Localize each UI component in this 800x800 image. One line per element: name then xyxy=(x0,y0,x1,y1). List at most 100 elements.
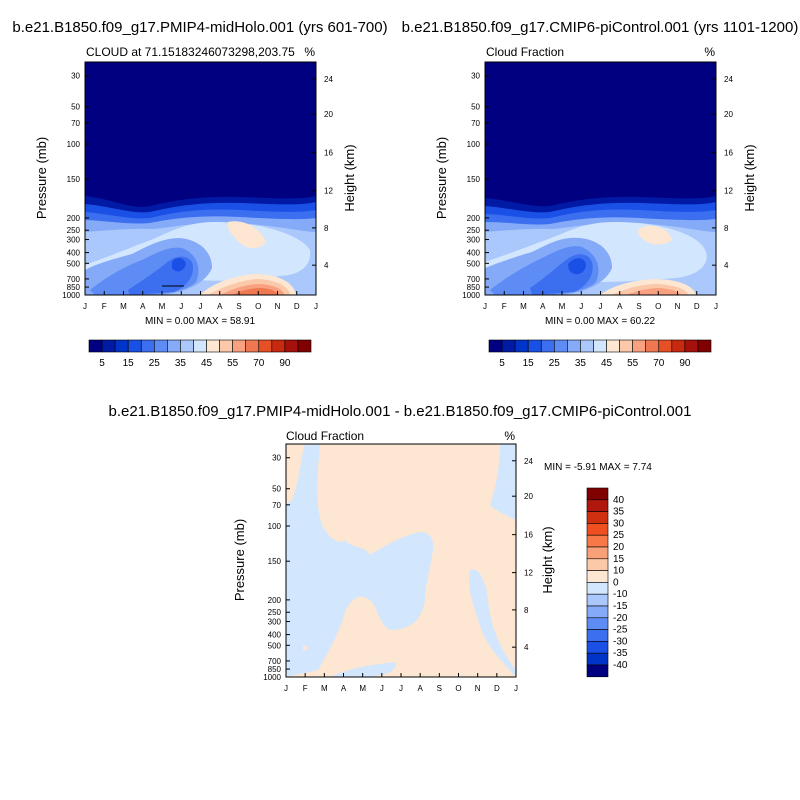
colorbar-swatch xyxy=(606,339,620,353)
panel-c-left-label: Cloud Fraction xyxy=(286,429,364,443)
pressure-tick-label: 400 xyxy=(467,249,481,258)
height-tick-label: 4 xyxy=(724,261,729,270)
colorbar-swatch xyxy=(586,570,609,583)
x-tick-label: D xyxy=(494,684,500,693)
colorbar-swatch xyxy=(167,339,181,353)
colorbar-label: 40 xyxy=(613,495,625,506)
height-tick-label: 4 xyxy=(324,261,329,270)
colorbar-swatch xyxy=(586,617,609,630)
colorbar-swatch xyxy=(632,339,647,353)
pressure-tick-label: 70 xyxy=(71,119,80,128)
x-tick-label: M xyxy=(520,302,527,311)
x-tick-label: O xyxy=(655,302,661,311)
pressure-tick-label: 1000 xyxy=(263,673,281,682)
colorbar-swatch xyxy=(127,339,142,353)
x-tick-label: J xyxy=(83,302,87,311)
height-tick-label: 16 xyxy=(724,149,733,158)
colorbar-swatch xyxy=(580,339,594,353)
panel-b-units: % xyxy=(704,45,715,59)
pressure-tick-label: 50 xyxy=(471,103,480,112)
x-tick-label: F xyxy=(102,302,107,311)
colorbar-swatch xyxy=(514,339,529,353)
pressure-tick-label: 150 xyxy=(67,175,81,184)
colorbar-swatch xyxy=(586,664,609,678)
x-tick-label: J xyxy=(314,302,318,311)
pressure-tick-label: 150 xyxy=(467,175,481,184)
colorbar-swatch xyxy=(593,339,607,353)
pressure-tick-label: 700 xyxy=(467,275,481,284)
colorbar-swatch xyxy=(619,339,633,353)
pressure-tick-label: 150 xyxy=(268,557,282,566)
x-tick-label: M xyxy=(559,302,566,311)
x-tick-label: J xyxy=(284,684,288,693)
x-tick-label: O xyxy=(255,302,261,311)
colorbar-swatch xyxy=(193,339,207,353)
colorbar-label: 15 xyxy=(523,358,535,369)
x-tick-label: A xyxy=(140,302,146,311)
panel-b-ylabel: Pressure (mb) xyxy=(434,137,449,219)
colorbar-swatch xyxy=(88,339,103,353)
colorbar-swatch xyxy=(180,339,194,353)
height-tick-label: 20 xyxy=(524,492,533,501)
x-tick-label: S xyxy=(236,302,241,311)
pressure-tick-label: 300 xyxy=(467,236,481,245)
colorbar-swatch xyxy=(586,487,609,501)
panel-b-contours xyxy=(485,62,716,295)
colorbar-label: 35 xyxy=(613,507,625,518)
colorbar-swatch xyxy=(586,641,609,654)
colorbar-label: -35 xyxy=(613,648,628,659)
pressure-tick-label: 50 xyxy=(272,485,281,494)
panel-b-left-label: Cloud Fraction xyxy=(486,45,564,59)
x-tick-label: J xyxy=(399,684,403,693)
colorbar-label: 25 xyxy=(149,358,161,369)
height-tick-label: 4 xyxy=(524,643,529,652)
x-tick-label: J xyxy=(483,302,487,311)
pressure-tick-label: 1000 xyxy=(462,291,480,300)
colorbar-label: -10 xyxy=(613,589,628,600)
colorbar-swatch xyxy=(586,523,609,536)
colorbar-label: 0 xyxy=(613,577,619,588)
pressure-tick-label: 250 xyxy=(67,226,81,235)
colorbar-label: 25 xyxy=(613,530,625,541)
colorbar-swatch xyxy=(567,339,581,353)
colorbar-label: -40 xyxy=(613,660,628,671)
colorbar-swatch xyxy=(284,339,299,353)
panel-c-minmax: MIN = -5.91 MAX = 7.74 xyxy=(544,462,652,473)
pressure-tick-label: 50 xyxy=(71,103,80,112)
pressure-tick-label: 100 xyxy=(467,140,481,149)
colorbar-swatch xyxy=(114,339,129,353)
colorbar-swatch xyxy=(101,339,116,353)
x-tick-label: J xyxy=(714,302,718,311)
colorbar-label: 5 xyxy=(99,358,105,369)
panel-c-units: % xyxy=(504,429,515,443)
panel-b-minmax: MIN = 0.00 MAX = 60.22 xyxy=(545,316,655,327)
colorbar-label: -15 xyxy=(613,601,628,612)
panel-a-minmax: MIN = 0.00 MAX = 58.91 xyxy=(145,316,255,327)
x-tick-label: M xyxy=(120,302,127,311)
colorbar-swatch xyxy=(488,339,503,353)
height-tick-label: 16 xyxy=(324,149,333,158)
panel-a-colorbar: 5 15 25 35 45 55 70 90 xyxy=(88,339,312,369)
x-tick-label: A xyxy=(617,302,623,311)
x-tick-label: M xyxy=(321,684,328,693)
colorbar-swatch xyxy=(297,339,312,353)
pressure-tick-label: 850 xyxy=(268,665,282,674)
colorbar-label: 35 xyxy=(575,358,587,369)
height-tick-label: 20 xyxy=(724,110,733,119)
x-tick-label: S xyxy=(636,302,641,311)
colorbar-label: 20 xyxy=(613,542,625,553)
colorbar-swatch xyxy=(586,629,609,642)
pressure-tick-label: 70 xyxy=(471,119,480,128)
pressure-tick-label: 400 xyxy=(268,631,282,640)
x-tick-label: J xyxy=(179,302,183,311)
colorbar-label: -20 xyxy=(613,613,628,624)
colorbar-label: 90 xyxy=(679,358,691,369)
colorbar-label: 25 xyxy=(549,358,561,369)
colorbar-swatch xyxy=(206,339,220,353)
colorbar-label: -25 xyxy=(613,625,628,636)
colorbar-label: 15 xyxy=(123,358,135,369)
colorbar-label: 10 xyxy=(613,566,625,577)
